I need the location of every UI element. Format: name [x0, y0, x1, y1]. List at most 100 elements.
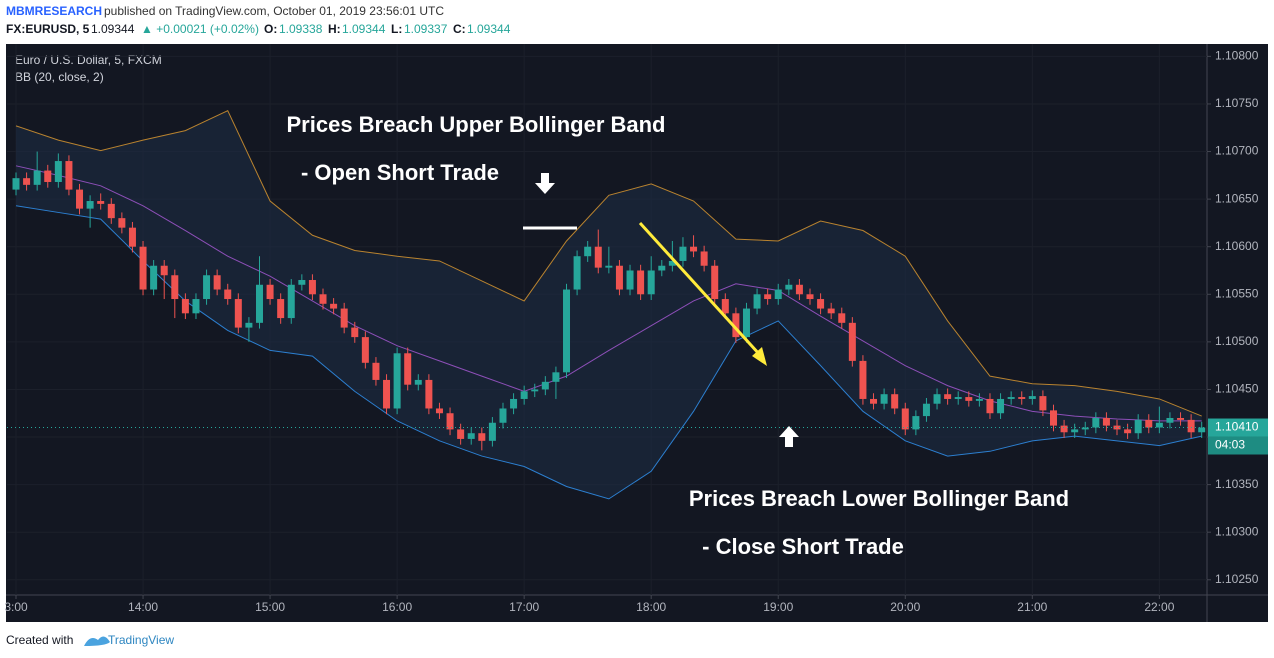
y-tick-label: 1.10700 [1215, 144, 1259, 158]
o-label: O: [264, 22, 277, 36]
candle-body [234, 299, 242, 328]
candle-body [764, 294, 772, 300]
h-value: 1.09344 [342, 22, 386, 36]
trend-arrow [638, 221, 762, 357]
candle-body [224, 289, 232, 300]
band-fill [15, 110, 1202, 499]
candle-body [361, 337, 369, 363]
y-tick-label: 1.10350 [1215, 477, 1259, 491]
candle-body [1060, 425, 1068, 433]
candle-body [817, 299, 825, 309]
candle-body [944, 394, 952, 399]
symbol: FX:EURUSD, 5 [6, 22, 90, 36]
candle-body [1028, 396, 1036, 399]
countdown-tag [1208, 436, 1268, 455]
last-price-label: 1.10410 [1215, 420, 1259, 434]
candle-body [160, 265, 168, 276]
candle-body [1155, 422, 1163, 428]
y-tick-label: 1.10450 [1215, 382, 1259, 396]
candle-body [351, 327, 359, 338]
candle-body [870, 398, 878, 404]
brand[interactable]: TradingView [108, 633, 174, 647]
logo-icon [84, 636, 110, 646]
h-label: H: [328, 22, 341, 36]
created-with: Created with [6, 633, 73, 647]
candle-body [827, 308, 835, 314]
last-price-tag [1208, 418, 1268, 437]
y-tick-label: 1.10550 [1215, 286, 1259, 300]
l-value: 1.09337 [404, 22, 448, 36]
candle-body [997, 398, 1005, 414]
candle-body [1018, 397, 1026, 399]
candle-body [107, 203, 115, 219]
candle-body [806, 294, 814, 300]
candle-body [404, 353, 412, 385]
band-upper [15, 109, 1202, 417]
candle-body [181, 299, 189, 314]
y-tick-label: 1.10500 [1215, 334, 1259, 348]
candle-body [86, 201, 94, 209]
candle-body [393, 353, 401, 409]
o-value: 1.09338 [279, 22, 323, 36]
candle-body [965, 397, 973, 401]
c-label: C: [453, 22, 466, 36]
x-tick-label: 3:00 [4, 600, 28, 614]
trend-arrow-head [752, 347, 767, 366]
band-basis [15, 165, 1202, 422]
candle-body [203, 275, 211, 300]
candle-body [1102, 417, 1110, 426]
candle-body [563, 289, 571, 373]
y-tick-label: 1.10600 [1215, 239, 1259, 253]
candle-body [1039, 396, 1047, 411]
annotation: Prices Breach Upper Bollinger Band [287, 112, 666, 137]
candle-body [848, 322, 856, 361]
x-tick-label: 22:00 [1144, 600, 1174, 614]
x-tick-label: 18:00 [636, 600, 666, 614]
candle-body [901, 408, 909, 430]
candle-body [975, 398, 983, 401]
candle-body [552, 372, 560, 382]
candle-body [1166, 417, 1174, 423]
candle-body [457, 429, 465, 439]
price: 1.09344 [91, 22, 135, 36]
candle-body [340, 308, 348, 328]
y-tick-label: 1.10800 [1215, 49, 1259, 63]
candle-body [255, 284, 263, 323]
annotation: - Open Short Trade [301, 160, 499, 185]
candle-body [97, 201, 105, 204]
candle-body [44, 170, 52, 182]
candle-body [372, 362, 380, 380]
candle-body [478, 433, 486, 441]
candle-body [1177, 417, 1185, 420]
candle-body [1113, 425, 1121, 430]
indicator-label: BB (20, close, 2) [15, 70, 104, 84]
candle-body [499, 408, 507, 423]
candle-body [541, 381, 549, 390]
annotations: Prices Breach Upper Bollinger Band - Ope… [287, 112, 1070, 559]
candle-body [128, 227, 136, 247]
candle-body [319, 294, 327, 304]
candle-body [1092, 417, 1100, 428]
candle-body [298, 280, 306, 285]
chart-title: Euro / U.S. Dollar, 5, FXCM [15, 53, 162, 67]
tradingview-logo[interactable]: TradingView [84, 633, 174, 647]
band-lower [15, 205, 1202, 500]
candle-body [690, 246, 698, 252]
candle-body [1007, 397, 1015, 399]
candle-body [922, 403, 930, 417]
publisher[interactable]: MBMRESEARCH [6, 4, 102, 18]
candle-body [139, 246, 147, 290]
arrow-up [779, 426, 799, 447]
candle-body [33, 170, 41, 185]
candle-body [1124, 429, 1132, 434]
y-tick-label: 1.10650 [1215, 191, 1259, 205]
y-tick-label: 1.10750 [1215, 96, 1259, 110]
candle-body [414, 379, 422, 385]
x-tick-label: 21:00 [1017, 600, 1047, 614]
candle-body [742, 308, 750, 338]
candle-body [520, 391, 528, 399]
change: ▲ +0.00021 (+0.02%) [141, 22, 259, 36]
annotation: - Close Short Trade [702, 534, 904, 559]
candle-body [732, 313, 740, 338]
